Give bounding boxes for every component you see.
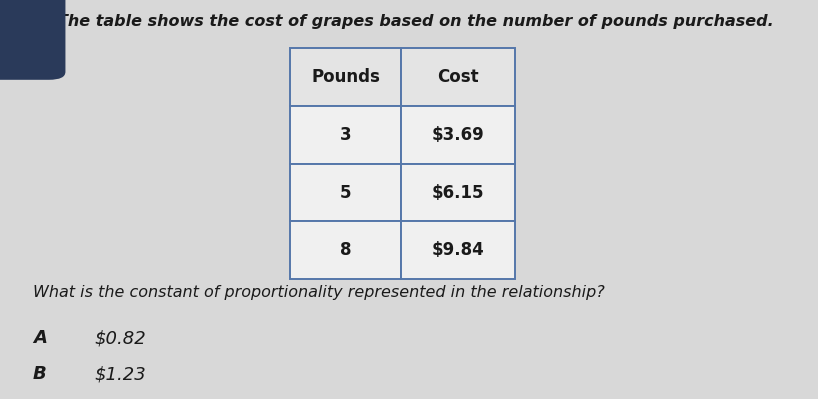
Text: $1.23: $1.23 [94, 365, 146, 383]
Text: 3: 3 [339, 126, 352, 144]
Bar [401, 48, 515, 106]
Text: 8: 8 [339, 241, 352, 259]
Text: $9.84: $9.84 [432, 241, 484, 259]
Bar [290, 106, 401, 164]
Text: $6.15: $6.15 [432, 184, 484, 201]
Text: $3.69: $3.69 [432, 126, 484, 144]
Text: Pounds: Pounds [311, 68, 380, 86]
Text: The table shows the cost of grapes based on the number of pounds purchased.: The table shows the cost of grapes based… [57, 14, 774, 29]
Bar [290, 48, 401, 106]
Bar [401, 106, 515, 164]
Bar [401, 164, 515, 221]
FancyBboxPatch shape [0, 0, 65, 80]
Text: A: A [33, 329, 47, 347]
Bar [290, 221, 401, 279]
Text: What is the constant of proportionality represented in the relationship?: What is the constant of proportionality … [33, 285, 605, 300]
Bar [401, 221, 515, 279]
Text: 5: 5 [339, 184, 352, 201]
Text: $0.82: $0.82 [94, 329, 146, 347]
Bar [290, 164, 401, 221]
Text: B: B [33, 365, 47, 383]
Text: Cost: Cost [438, 68, 479, 86]
